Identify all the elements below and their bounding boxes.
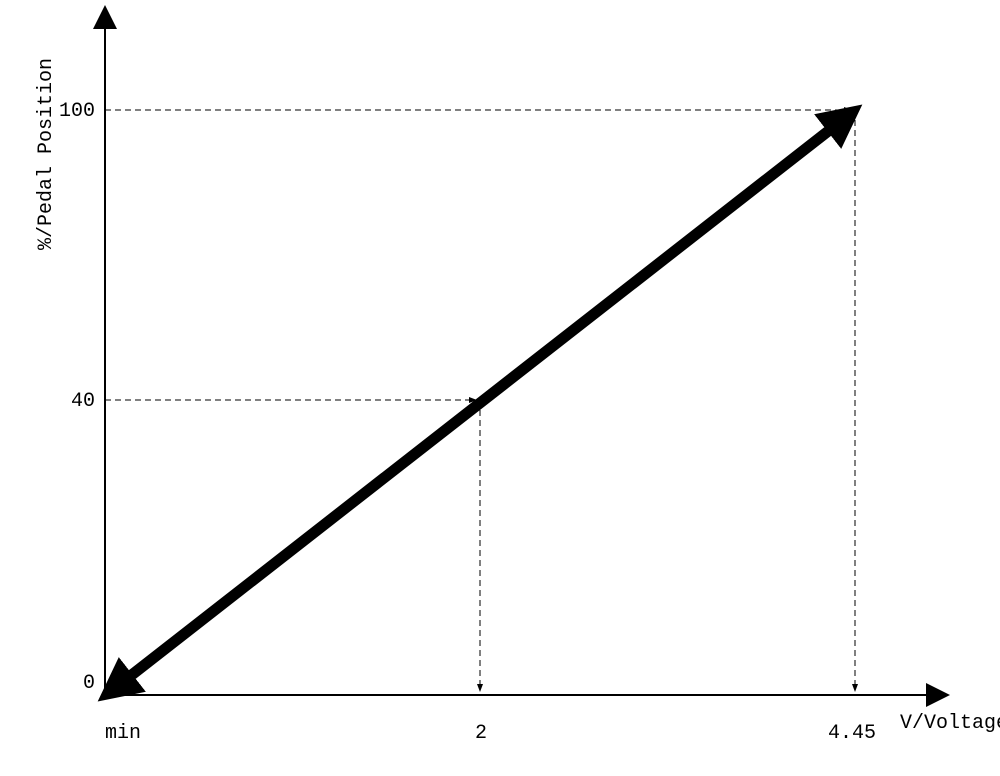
y-tick-100: 100 bbox=[45, 100, 95, 123]
y-axis-label: %/Pedal Position bbox=[35, 58, 58, 250]
x-axis-label: V/Voltage bbox=[900, 712, 1000, 735]
y-tick-0: 0 bbox=[70, 672, 95, 695]
x-tick-445: 4.45 bbox=[828, 722, 876, 745]
chart-svg bbox=[0, 0, 1000, 776]
x-tick-2: 2 bbox=[475, 722, 487, 745]
chart-container: %/Pedal Position V/Voltage 0 40 100 min … bbox=[0, 0, 1000, 776]
y-tick-40: 40 bbox=[55, 390, 95, 413]
x-tick-min: min bbox=[105, 722, 141, 745]
